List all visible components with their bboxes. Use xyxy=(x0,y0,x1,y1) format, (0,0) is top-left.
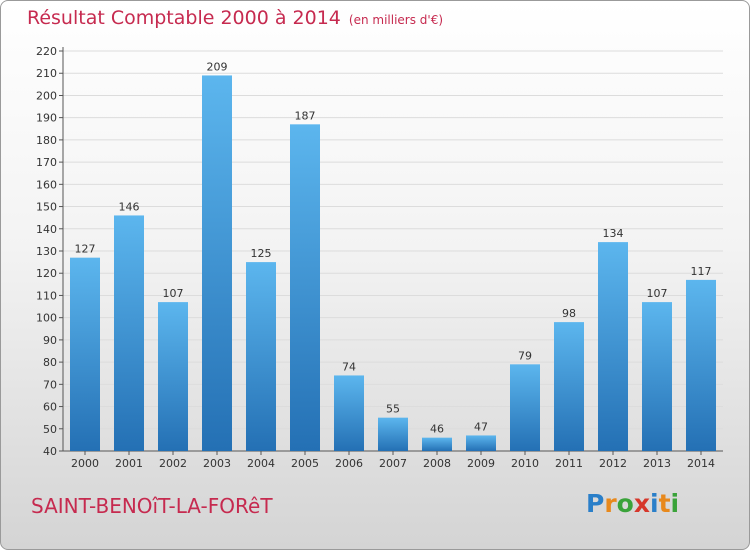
value-label-2005: 187 xyxy=(295,109,316,122)
bar-2014 xyxy=(686,279,716,451)
y-tick-label: 100 xyxy=(36,312,57,325)
logo-letter: o xyxy=(616,489,634,518)
x-tick-label-2008: 2008 xyxy=(423,457,451,470)
y-tick-label: 40 xyxy=(43,445,57,458)
y-tick-label: 220 xyxy=(36,45,57,58)
label-layer: 127 2000 146 2001 107 2002 209 2003 125 2004 187 20… xyxy=(71,60,715,470)
bar-2006 xyxy=(334,375,364,451)
y-tick-label: 120 xyxy=(36,267,57,280)
bar-layer xyxy=(70,75,716,451)
bar-2005 xyxy=(290,124,320,451)
x-tick-label-2006: 2006 xyxy=(335,457,363,470)
y-tick-label: 210 xyxy=(36,67,57,80)
logo-letter: i xyxy=(670,489,680,518)
value-label-2011: 98 xyxy=(562,307,576,320)
bar-2007 xyxy=(378,417,408,451)
chart-title: Résultat Comptable 2000 à 2014 (en millie… xyxy=(27,7,443,29)
x-tick-label-2001: 2001 xyxy=(115,457,143,470)
bar-2000 xyxy=(70,257,100,451)
value-label-2003: 209 xyxy=(207,60,228,73)
logo-letter: i xyxy=(650,489,659,518)
value-label-2010: 79 xyxy=(518,349,532,362)
x-tick-label-2002: 2002 xyxy=(159,457,187,470)
value-label-2012: 134 xyxy=(603,227,624,240)
chart-subtitle: (en milliers d'€) xyxy=(348,13,444,27)
y-tick-label: 130 xyxy=(36,245,57,258)
bar-2008 xyxy=(422,437,452,451)
value-label-2009: 47 xyxy=(474,420,488,433)
bar-2003 xyxy=(202,75,232,451)
bar-2009 xyxy=(466,435,496,451)
y-tick-label: 170 xyxy=(36,156,57,169)
y-tick-label: 80 xyxy=(43,356,57,369)
chart-title-text: Résultat Comptable 2000 à 2014 xyxy=(27,7,341,29)
value-label-2013: 107 xyxy=(647,287,668,300)
x-tick-label-2014: 2014 xyxy=(687,457,715,470)
bar-2013 xyxy=(642,302,672,451)
value-label-2000: 127 xyxy=(75,243,96,256)
value-label-2004: 125 xyxy=(251,247,272,260)
y-tick-label: 180 xyxy=(36,134,57,147)
x-tick-label-2009: 2009 xyxy=(467,457,495,470)
value-label-2008: 46 xyxy=(430,423,444,436)
x-tick-label-2007: 2007 xyxy=(379,457,407,470)
value-label-2002: 107 xyxy=(163,287,184,300)
y-tick-label: 90 xyxy=(43,334,57,347)
bar-2001 xyxy=(114,215,144,451)
value-label-2006: 74 xyxy=(342,360,356,373)
proxiti-logo: Proxiti xyxy=(586,489,679,518)
logo-letter: P xyxy=(586,489,605,518)
y-tick-label: 110 xyxy=(36,289,57,302)
logo-letter: r xyxy=(604,489,617,518)
y-tick-label: 200 xyxy=(36,89,57,102)
y-tick-label: 70 xyxy=(43,378,57,391)
x-tick-label-2013: 2013 xyxy=(643,457,671,470)
value-label-2001: 146 xyxy=(119,200,140,213)
y-tick-label: 150 xyxy=(36,201,57,214)
bar-2012 xyxy=(598,242,628,451)
bar-2011 xyxy=(554,322,584,451)
x-tick-label-2005: 2005 xyxy=(291,457,319,470)
y-tick-label: 190 xyxy=(36,112,57,125)
bar-2002 xyxy=(158,302,188,451)
x-tick-label-2011: 2011 xyxy=(555,457,583,470)
value-label-2007: 55 xyxy=(386,403,400,416)
x-tick-label-2004: 2004 xyxy=(247,457,275,470)
logo-letter: x xyxy=(633,489,650,518)
y-tick-label: 160 xyxy=(36,178,57,191)
y-tick-label: 60 xyxy=(43,401,57,414)
y-tick-label: 140 xyxy=(36,223,57,236)
x-tick-label-2012: 2012 xyxy=(599,457,627,470)
bar-2004 xyxy=(246,262,276,451)
bar-2010 xyxy=(510,364,540,451)
x-tick-label-2010: 2010 xyxy=(511,457,539,470)
x-tick-label-2003: 2003 xyxy=(203,457,231,470)
y-tick-label: 50 xyxy=(43,423,57,436)
value-label-2014: 117 xyxy=(691,265,712,278)
logo-letter: t xyxy=(658,489,671,518)
commune-name: SAINT-BENOîT-LA-FORêT xyxy=(31,494,273,518)
x-tick-label-2000: 2000 xyxy=(71,457,99,470)
